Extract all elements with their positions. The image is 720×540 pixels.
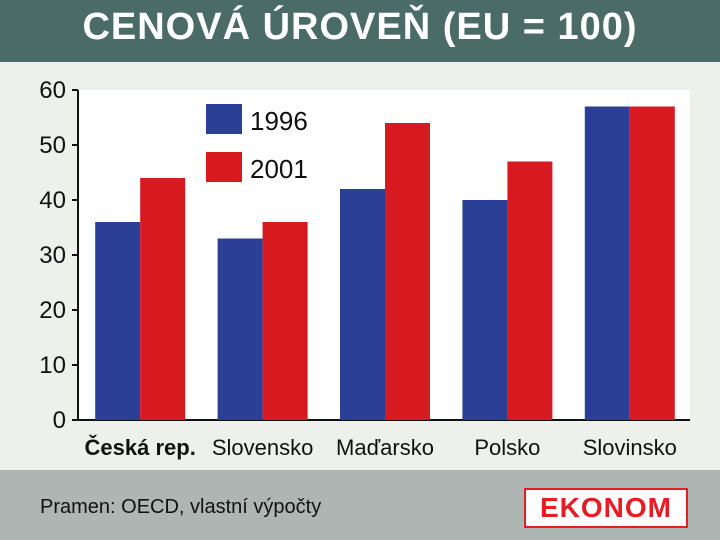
y-tick-label: 0 <box>53 407 66 434</box>
footer: Pramen: OECD, vlastní výpočty EKONOM <box>0 470 720 540</box>
source-note: Pramen: OECD, vlastní výpočty <box>40 496 322 518</box>
logo-text: EKONOM <box>540 492 672 523</box>
legend-swatch <box>206 152 242 182</box>
category-label: Slovinsko <box>583 435 677 460</box>
bar-2001-1 <box>262 222 308 420</box>
y-tick-label: 20 <box>39 297 66 324</box>
legend-swatch <box>206 104 242 134</box>
y-tick-label: 60 <box>39 77 66 104</box>
category-label: Polsko <box>474 435 540 460</box>
bar-1996-1 <box>217 238 263 420</box>
chart-title: CENOVÁ ÚROVEŇ (EU = 100) <box>82 6 638 48</box>
category-label: Slovensko <box>212 435 314 460</box>
plot-panel: 0 10 20 30 40 50 60 Česká rep. Slovensko Maďarsko… <box>0 62 720 470</box>
y-tick-label: 30 <box>39 242 66 269</box>
bar-1996-2 <box>340 189 385 420</box>
y-tick-label: 10 <box>39 352 66 379</box>
category-label: Česká rep. <box>85 435 196 460</box>
ekonom-logo: EKONOM <box>524 488 688 528</box>
y-tick-label: 50 <box>39 132 66 159</box>
y-tick-label: 40 <box>39 187 66 214</box>
legend-label: 1996 <box>250 106 308 136</box>
bar-1996-0 <box>95 222 141 420</box>
bar-1996-3 <box>462 200 508 420</box>
category-label: Maďarsko <box>336 435 434 460</box>
bar-2001-3 <box>507 161 553 420</box>
bar-2001-4 <box>629 106 675 420</box>
legend-label: 2001 <box>250 154 308 184</box>
bar-chart: 0 10 20 30 40 50 60 Česká rep. Slovensko Maďarsko… <box>39 77 690 460</box>
title-bar: CENOVÁ ÚROVEŇ (EU = 100) <box>0 0 720 62</box>
bar-2001-2 <box>385 123 430 420</box>
bar-1996-4 <box>584 106 630 420</box>
bar-2001-0 <box>140 178 186 420</box>
